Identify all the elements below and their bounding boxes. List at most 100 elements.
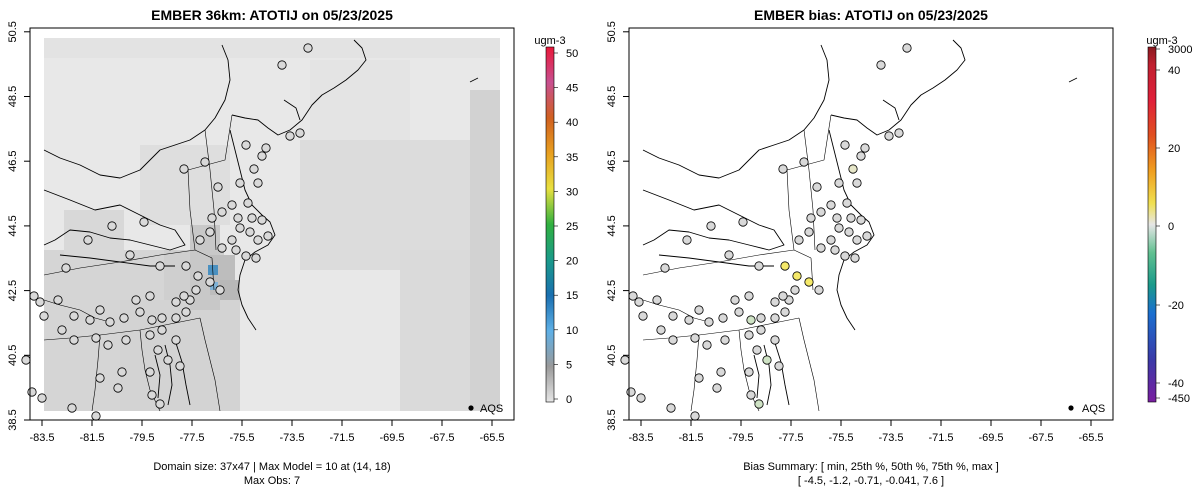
observation-point bbox=[241, 251, 251, 261]
colorbar-tick-label: 25 bbox=[566, 221, 578, 233]
bias-point bbox=[690, 411, 700, 421]
bias-point bbox=[826, 200, 836, 210]
bias-point bbox=[894, 128, 904, 138]
field-cell-block bbox=[310, 60, 410, 140]
observation-point bbox=[175, 361, 185, 371]
x-tick-label: -71.5 bbox=[928, 432, 953, 444]
observation-point bbox=[27, 387, 37, 397]
observation-point bbox=[253, 178, 263, 188]
observation-point bbox=[83, 235, 93, 245]
observation-point bbox=[69, 335, 79, 345]
bias-point bbox=[860, 143, 870, 153]
observation-point bbox=[235, 223, 245, 233]
colorbar-tick-label: 0 bbox=[566, 394, 572, 406]
observation-point bbox=[245, 227, 255, 237]
legend-label: AQS bbox=[480, 403, 503, 415]
observation-point bbox=[205, 227, 215, 237]
bias-point bbox=[626, 387, 636, 397]
observation-point bbox=[257, 151, 267, 161]
bias-point bbox=[744, 291, 754, 301]
colorbar: 3000 40 20 0 -20 -40 -450 bbox=[1147, 44, 1192, 405]
observation-point bbox=[249, 164, 259, 174]
bias-point bbox=[770, 335, 780, 345]
observation-point bbox=[303, 43, 313, 53]
bias-point bbox=[850, 253, 860, 263]
bias-point bbox=[718, 313, 728, 323]
bias-point bbox=[738, 217, 748, 227]
observation-point bbox=[193, 271, 203, 281]
map-borders bbox=[43, 39, 479, 412]
bias-point bbox=[812, 182, 822, 192]
observation-point bbox=[145, 330, 155, 340]
bay-shore bbox=[154, 339, 191, 406]
observation-point bbox=[227, 235, 237, 245]
colorbar-tick-label: 40 bbox=[566, 117, 578, 129]
bias-point bbox=[834, 223, 844, 233]
observation-point bbox=[215, 285, 225, 295]
x-tick-label: -79.5 bbox=[728, 432, 753, 444]
observation-point bbox=[105, 317, 115, 327]
model-map-title: EMBER 36km: ATOTIJ on 05/23/2025 bbox=[151, 7, 393, 23]
bias-point bbox=[848, 164, 858, 174]
x-tick-label: -67.5 bbox=[1028, 432, 1053, 444]
legend-label: AQS bbox=[1082, 403, 1105, 415]
bias-point bbox=[862, 231, 872, 241]
observation-point bbox=[107, 221, 117, 231]
y-tick-label: 38.5 bbox=[606, 409, 618, 430]
colorbar-gradient bbox=[1147, 46, 1157, 403]
bias-point bbox=[744, 367, 754, 377]
bias-point bbox=[756, 313, 766, 323]
bias-point bbox=[746, 315, 756, 325]
observation-point bbox=[145, 367, 155, 377]
bias-point bbox=[668, 335, 678, 345]
colorbar-gradient bbox=[545, 46, 555, 403]
y-tick-label: 48.5 bbox=[606, 86, 618, 107]
bias-point bbox=[656, 325, 666, 335]
observation-point bbox=[95, 373, 105, 383]
observation-point bbox=[91, 333, 101, 343]
model-field-grid bbox=[44, 38, 500, 411]
observation-point bbox=[181, 307, 191, 317]
caption-line-2: Max Obs: 7 bbox=[244, 475, 300, 487]
bias-point bbox=[856, 215, 866, 225]
observation-point bbox=[147, 315, 157, 325]
observation-point bbox=[181, 261, 191, 271]
colorbar-tick-label: 20 bbox=[1168, 143, 1180, 155]
bias-point bbox=[756, 325, 766, 335]
observation-point bbox=[155, 399, 165, 409]
bias-point bbox=[790, 285, 800, 295]
observation-point bbox=[35, 297, 45, 307]
bias-point bbox=[794, 235, 804, 245]
observation-point bbox=[207, 213, 217, 223]
x-tick-label: -65.5 bbox=[479, 432, 504, 444]
map-frame bbox=[628, 27, 1114, 421]
observation-point bbox=[85, 315, 95, 325]
observation-point bbox=[163, 355, 173, 365]
bias-point bbox=[834, 178, 844, 188]
island bbox=[469, 77, 479, 83]
bias-point bbox=[724, 250, 734, 260]
observation-point bbox=[179, 291, 189, 301]
bias-point bbox=[720, 335, 730, 345]
bias-point bbox=[876, 60, 886, 70]
legend-point-marker bbox=[468, 405, 474, 411]
x-tick-label: -69.5 bbox=[978, 432, 1003, 444]
observation-point bbox=[205, 277, 215, 287]
observation-point bbox=[171, 297, 181, 307]
bias-point bbox=[694, 305, 704, 315]
bias-point bbox=[716, 367, 726, 377]
observation-point bbox=[139, 217, 149, 227]
observation-point bbox=[277, 60, 287, 70]
bias-point bbox=[694, 373, 704, 383]
bias-point bbox=[620, 355, 630, 365]
observation-point bbox=[131, 295, 141, 305]
bias-point bbox=[746, 390, 756, 400]
map-borders bbox=[642, 39, 1078, 412]
y-axis-ticks: 38.5 40.5 42.5 44.5 46.5 48.5 50.5 bbox=[606, 21, 629, 431]
observation-point bbox=[135, 307, 145, 317]
observation-point bbox=[243, 198, 253, 208]
observation-point bbox=[103, 340, 113, 350]
bias-point bbox=[799, 157, 809, 167]
bias-point bbox=[752, 345, 762, 355]
